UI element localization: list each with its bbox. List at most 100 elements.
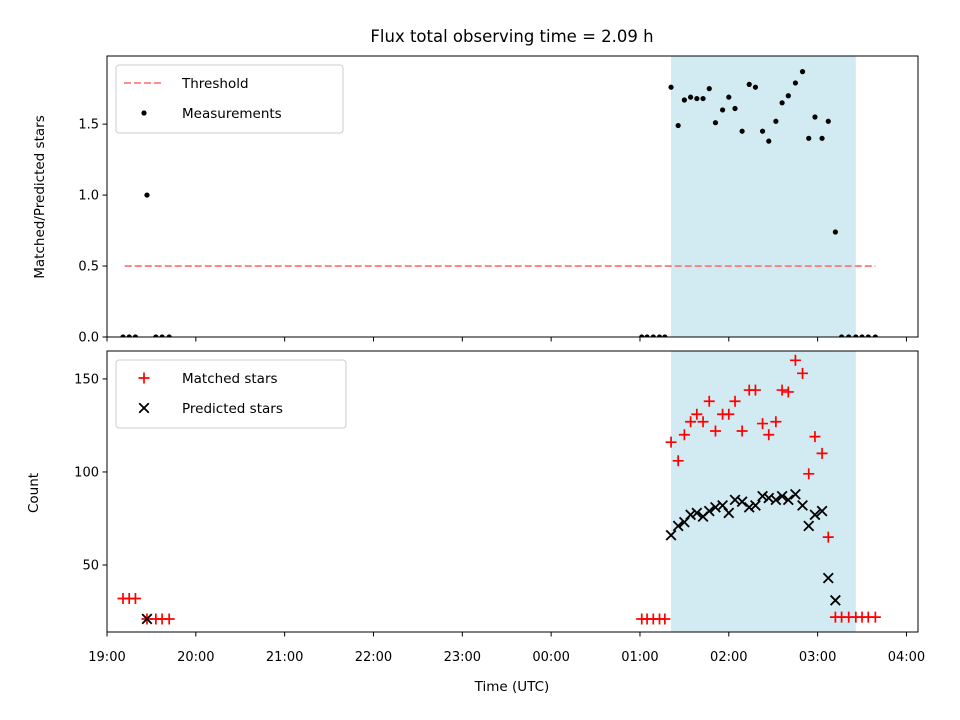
count-legend: Matched stars Predicted stars	[115, 359, 347, 429]
x-tick-label: 01:00	[621, 650, 658, 665]
count-observing-window	[671, 351, 856, 632]
chart-title: Flux total observing time = 2.09 h	[370, 27, 653, 46]
measurement-point	[779, 100, 785, 106]
measurement-point	[706, 86, 712, 92]
predicted-star-point	[837, 653, 847, 663]
legend-label: Matched stars	[182, 371, 278, 387]
measurement-point	[719, 107, 726, 113]
measurement-point	[846, 334, 852, 337]
predicted-star-point	[776, 490, 788, 502]
measurement-point	[825, 118, 831, 124]
measurement-point	[132, 334, 139, 337]
ratio-frame	[106, 55, 919, 338]
predicted-star-point	[757, 490, 768, 502]
count-panel: 50 100 150 19:00 20:00 21:00 22:00 23:00 00:00 01…	[74, 350, 925, 665]
measurement-point	[153, 334, 159, 337]
predicted-star-point	[809, 509, 821, 521]
x-tick-label: 21:00	[266, 650, 303, 665]
predicted-star-point	[743, 501, 755, 513]
ratio-y-tick-label: 1.5	[78, 118, 99, 133]
measurement-point	[694, 95, 700, 102]
matched-star-point	[672, 455, 684, 467]
ratio-legend-box	[115, 64, 344, 134]
measurement-point	[832, 229, 838, 235]
matched-star-point	[822, 531, 834, 543]
matched-star-point	[776, 384, 788, 396]
measurement-point	[159, 334, 165, 337]
predicted-star-point	[685, 509, 697, 521]
predicted-star-point	[797, 500, 808, 511]
matched-star-point	[763, 429, 775, 441]
measurement-point	[662, 334, 668, 337]
measurement-point	[865, 334, 871, 337]
count-y-tick-label: 50	[82, 559, 99, 574]
matched-star-point	[803, 468, 815, 480]
x-tick-label: 23:00	[444, 650, 481, 665]
matched-star-point	[703, 395, 715, 407]
matched-star-point	[691, 408, 703, 420]
ratio-y-tick-label: 1.0	[78, 189, 99, 204]
count-plot-area	[117, 354, 881, 663]
legend-label: Measurements	[182, 106, 282, 122]
predicted-star-point	[844, 653, 854, 663]
predicted-star-point	[822, 572, 834, 584]
ratio-y-tick-label: 0.0	[78, 331, 99, 346]
matched-star-point	[709, 425, 721, 437]
matched-star-point	[729, 395, 741, 407]
matched-star-point	[665, 436, 677, 448]
measurement-point	[650, 334, 656, 337]
x-tick-label: 00:00	[532, 650, 569, 665]
legend-label: Predicted stars	[182, 401, 283, 417]
matched-star-point	[789, 354, 801, 366]
matched-star-point	[736, 425, 748, 437]
measurement-point	[859, 334, 865, 337]
measurement-point	[785, 93, 791, 99]
measurement-point	[759, 128, 766, 134]
predicted-star-point	[816, 505, 828, 517]
matched-star-point	[685, 416, 697, 428]
matched-star-point	[659, 613, 671, 625]
predicted-star-point	[703, 505, 715, 517]
measurement-point	[766, 138, 772, 144]
matched-star-point	[697, 416, 709, 428]
legend-matched-swatch	[138, 372, 150, 384]
measurement-point	[688, 94, 694, 100]
ratio-legend: Threshold Measurements	[115, 64, 344, 134]
x-tick-label: 02:00	[710, 650, 747, 665]
matched-star-point	[782, 386, 794, 398]
measurement-point	[853, 334, 859, 337]
matched-star-point	[678, 429, 690, 441]
count-frame	[106, 350, 919, 633]
predicted-star-point	[782, 494, 794, 506]
measurement-point	[806, 135, 812, 141]
x-tick-label: 20:00	[177, 650, 214, 665]
measurement-point	[746, 81, 752, 87]
predicted-star-point	[691, 507, 703, 519]
measurement-point	[639, 334, 645, 337]
predicted-star-point	[789, 488, 801, 500]
measurement-point	[752, 84, 759, 90]
measurement-point	[812, 114, 818, 120]
measurement-point	[656, 334, 663, 337]
count-legend-box	[115, 359, 347, 429]
matched-star-point	[869, 611, 881, 623]
measurement-point	[120, 334, 126, 337]
predicted-star-point	[750, 500, 761, 511]
x-tick-label: 22:00	[355, 650, 392, 665]
measurement-point	[644, 334, 650, 337]
x-tick-label: 19:00	[88, 650, 125, 665]
count-series-x	[141, 488, 854, 663]
matched-star-point	[129, 593, 141, 605]
predicted-star-point	[829, 594, 841, 606]
ratio-observing-window	[671, 56, 856, 337]
ratio-y-tick-label: 0.5	[78, 260, 99, 275]
measurement-point	[126, 334, 132, 337]
predicted-star-point	[665, 529, 677, 541]
predicted-star-point	[770, 494, 782, 506]
matched-star-point	[809, 431, 821, 443]
measurement-point	[792, 80, 799, 86]
legend-predicted-swatch	[138, 402, 150, 414]
measurement-point	[872, 334, 878, 337]
measurement-point	[799, 69, 806, 75]
